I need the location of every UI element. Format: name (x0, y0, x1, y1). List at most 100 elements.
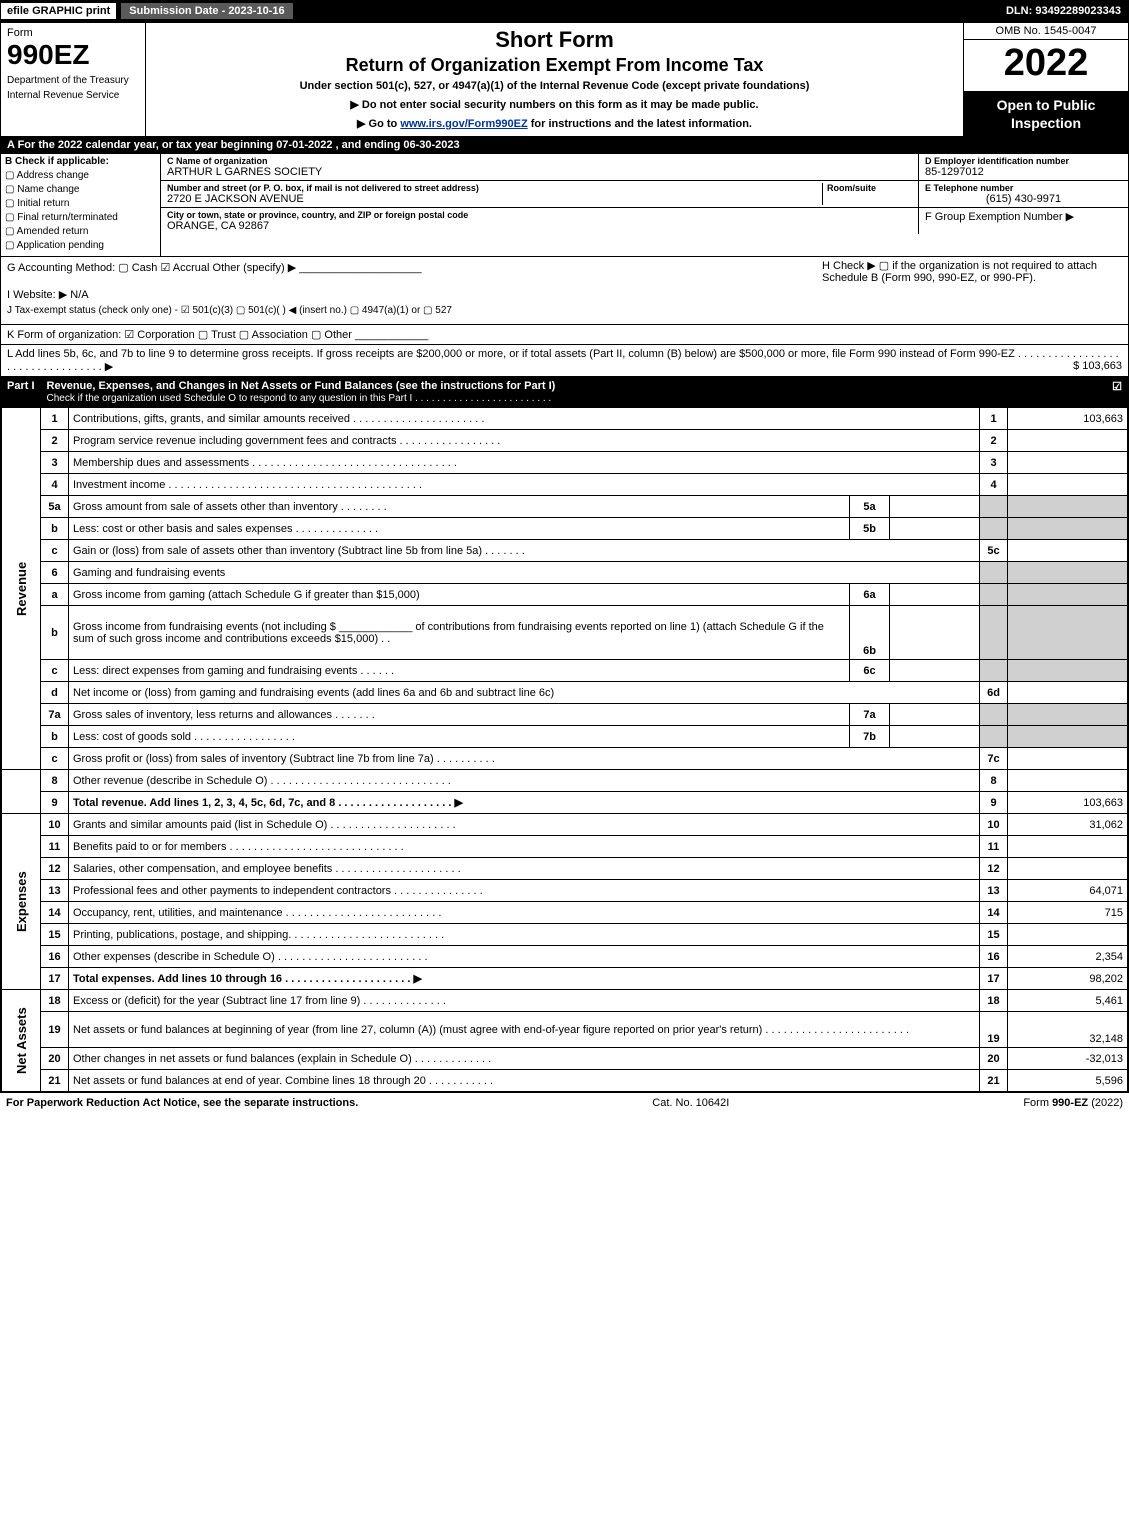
l6a-sv (890, 584, 980, 606)
note-goto-pre: ▶ Go to (357, 118, 400, 130)
l6d-rnum: 6d (980, 682, 1008, 704)
note-ssn: ▶ Do not enter social security numbers o… (154, 98, 955, 111)
block-ghij: G Accounting Method: ▢ Cash ☑ Accrual Ot… (1, 257, 1128, 325)
l9-rnum: 9 (980, 792, 1008, 814)
part-i-check[interactable]: ☑ (1092, 380, 1122, 404)
section-e: E Telephone number (615) 430-9971 (918, 181, 1128, 207)
l17-num: 17 (41, 968, 69, 990)
l5c-rnum: 5c (980, 540, 1008, 562)
l21-desc: Net assets or fund balances at end of ye… (69, 1070, 980, 1092)
l12-num: 12 (41, 858, 69, 880)
l2-num: 2 (41, 430, 69, 452)
section-cdef: C Name of organization ARTHUR L GARNES S… (161, 154, 1128, 256)
line-18: Net Assets 18 Excess or (deficit) for th… (2, 990, 1128, 1012)
l17-rnum: 17 (980, 968, 1008, 990)
note-goto: ▶ Go to www.irs.gov/Form990EZ for instru… (154, 117, 955, 130)
l14-desc: Occupancy, rent, utilities, and maintena… (69, 902, 980, 924)
l6-desc: Gaming and fundraising events (69, 562, 980, 584)
chk-application-pending[interactable]: ▢ Application pending (5, 240, 156, 251)
l5b-amt-grey (1008, 518, 1128, 540)
l2-desc: Program service revenue including govern… (69, 430, 980, 452)
sidebar-net-assets: Net Assets (2, 990, 41, 1092)
l21-rnum: 21 (980, 1070, 1008, 1092)
f-label: F Group Exemption Number ▶ (925, 210, 1122, 223)
ein-value: 85-1297012 (925, 166, 1122, 178)
tax-year: 2022 (964, 40, 1128, 92)
row-h-schedule-b: H Check ▶ ▢ if the organization is not r… (822, 259, 1122, 284)
chk-address-change[interactable]: ▢ Address change (5, 170, 156, 181)
line-17: 17 Total expenses. Add lines 10 through … (2, 968, 1128, 990)
l20-rnum: 20 (980, 1048, 1008, 1070)
row-j-tax-exempt: J Tax-exempt status (check only one) - ☑… (7, 305, 1122, 316)
line-19: 19 Net assets or fund balances at beginn… (2, 1012, 1128, 1048)
l6c-num: c (41, 660, 69, 682)
l2-amt (1008, 430, 1128, 452)
part-i-title-text: Revenue, Expenses, and Changes in Net As… (47, 380, 556, 392)
l7b-desc: Less: cost of goods sold . . . . . . . .… (69, 726, 850, 748)
chk-name-change[interactable]: ▢ Name change (5, 184, 156, 195)
part-i-table: Revenue 1 Contributions, gifts, grants, … (1, 407, 1128, 1092)
l1-amt: 103,663 (1008, 408, 1128, 430)
l20-desc: Other changes in net assets or fund bala… (69, 1048, 980, 1070)
line-6c: c Less: direct expenses from gaming and … (2, 660, 1128, 682)
l7a-sub: 7a (850, 704, 890, 726)
l14-rnum: 14 (980, 902, 1008, 924)
line-3: 3 Membership dues and assessments . . . … (2, 452, 1128, 474)
l7a-desc: Gross sales of inventory, less returns a… (69, 704, 850, 726)
chk-initial-return[interactable]: ▢ Initial return (5, 198, 156, 209)
title-return: Return of Organization Exempt From Incom… (154, 55, 955, 76)
l10-desc: Grants and similar amounts paid (list in… (69, 814, 980, 836)
part-i-header: Part I Revenue, Expenses, and Changes in… (1, 377, 1128, 407)
l6c-sub: 6c (850, 660, 890, 682)
subtitle-section: Under section 501(c), 527, or 4947(a)(1)… (154, 80, 955, 92)
l15-amt (1008, 924, 1128, 946)
part-i-sub: Check if the organization used Schedule … (47, 393, 552, 404)
l9-num: 9 (41, 792, 69, 814)
footer-form-post: (2022) (1088, 1097, 1123, 1109)
chk-amended-return[interactable]: ▢ Amended return (5, 226, 156, 237)
l13-desc: Professional fees and other payments to … (69, 880, 980, 902)
section-b-label: B Check if applicable: (5, 156, 156, 167)
l21-amt: 5,596 (1008, 1070, 1128, 1092)
line-8: 8 Other revenue (describe in Schedule O)… (2, 770, 1128, 792)
l5a-rnum-grey (980, 496, 1008, 518)
city-value: ORANGE, CA 92867 (167, 220, 912, 232)
irs-link[interactable]: www.irs.gov/Form990EZ (400, 118, 527, 130)
note-goto-post: for instructions and the latest informat… (528, 118, 752, 130)
l12-rnum: 12 (980, 858, 1008, 880)
l6d-amt (1008, 682, 1128, 704)
line-7b: b Less: cost of goods sold . . . . . . .… (2, 726, 1128, 748)
row-l-gross-receipts: L Add lines 5b, 6c, and 7b to line 9 to … (1, 345, 1128, 377)
l7a-rnum-grey (980, 704, 1008, 726)
l17-desc: Total expenses. Add lines 10 through 16 … (69, 968, 980, 990)
omb-number: OMB No. 1545-0047 (964, 23, 1128, 40)
l19-num: 19 (41, 1012, 69, 1048)
efile-print-label[interactable]: efile GRAPHIC print (0, 2, 117, 20)
l5b-sub: 5b (850, 518, 890, 540)
l6a-num: a (41, 584, 69, 606)
chk-final-return[interactable]: ▢ Final return/terminated (5, 212, 156, 223)
l18-desc: Excess or (deficit) for the year (Subtra… (69, 990, 980, 1012)
l16-rnum: 16 (980, 946, 1008, 968)
l6d-desc: Net income or (loss) from gaming and fun… (69, 682, 980, 704)
l7a-sv (890, 704, 980, 726)
l5a-sub: 5a (850, 496, 890, 518)
l17-amt: 98,202 (1008, 968, 1128, 990)
form-label: Form (7, 27, 139, 39)
l5b-desc: Less: cost or other basis and sales expe… (69, 518, 850, 540)
l6c-amt-grey (1008, 660, 1128, 682)
l6c-desc: Less: direct expenses from gaming and fu… (69, 660, 850, 682)
part-i-num: Part I (7, 380, 47, 404)
l14-amt: 715 (1008, 902, 1128, 924)
l18-amt: 5,461 (1008, 990, 1128, 1012)
l13-rnum: 13 (980, 880, 1008, 902)
l3-rnum: 3 (980, 452, 1008, 474)
l6b-desc: Gross income from fundraising events (no… (69, 606, 850, 660)
line-5b: b Less: cost or other basis and sales ex… (2, 518, 1128, 540)
l8-rnum: 8 (980, 770, 1008, 792)
l6a-amt-grey (1008, 584, 1128, 606)
l13-num: 13 (41, 880, 69, 902)
l19-amt: 32,148 (1008, 1012, 1128, 1048)
l3-desc: Membership dues and assessments . . . . … (69, 452, 980, 474)
l18-rnum: 18 (980, 990, 1008, 1012)
